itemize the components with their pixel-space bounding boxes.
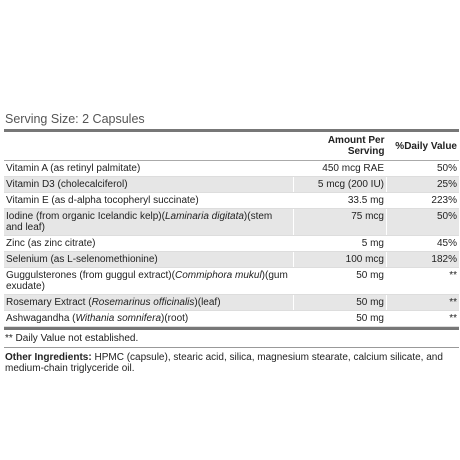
dv-cell: **: [386, 267, 459, 295]
dv-cell: 50%: [386, 160, 459, 177]
name-part: Vitamin E (as d-alpha tocopheryl succina…: [6, 195, 199, 206]
row: Vitamin E (as d-alpha tocopheryl succina…: [4, 192, 459, 209]
name-cell: Iodine (from organic Icelandic kelp)(Lam…: [4, 208, 294, 236]
rule: [4, 129, 459, 132]
row: Selenium (as L-selenomethionine) 100 mcg 1…: [4, 251, 459, 268]
facts-table: Amount Per Serving %Daily Value Vitamin …: [4, 132, 459, 327]
name-part: Selenium (as L-selenomethionine): [6, 254, 158, 265]
name-part: Vitamin D3 (cholecalciferol): [6, 179, 128, 190]
amount-cell: 50 mg: [293, 294, 387, 311]
rule: [4, 327, 459, 330]
dv-cell: 182%: [386, 251, 459, 268]
header-cell: %Daily Value: [386, 132, 459, 161]
name-cell: Vitamin A (as retinyl palmitate): [4, 160, 294, 177]
dv-cell: 223%: [386, 192, 459, 209]
amount-cell: 75 mcg: [293, 208, 387, 236]
name-cell: Rosemary Extract (Rosemarinus officinali…: [4, 294, 294, 311]
name-part: Zinc (as zinc citrate): [6, 238, 96, 249]
name-cell: Selenium (as L-selenomethionine): [4, 251, 294, 268]
name-part: Vitamin A (as retinyl palmitate): [6, 163, 141, 174]
footnote: ** Daily Value not established.: [4, 330, 459, 348]
name-cell: Zinc (as zinc citrate): [4, 235, 294, 252]
header-cell: Amount Per Serving: [293, 132, 387, 161]
row: Ashwagandha (Withania somnifera)(root) 50…: [4, 310, 459, 327]
name-part: )(root): [161, 313, 189, 324]
name-part: Withania somnifera: [75, 313, 162, 324]
name-part: )(stem and leaf): [6, 211, 273, 233]
name-part: Ashwagandha (: [6, 313, 76, 324]
amount-cell: 100 mcg: [293, 251, 387, 268]
name-part: Iodine (from organic Icelandic kelp)(: [6, 211, 165, 222]
other-ingredients: Other Ingredients: HPMC (capsule), stear…: [4, 348, 459, 378]
label: Other Ingredients:: [5, 352, 92, 363]
header-row: Amount Per Serving %Daily Value: [4, 132, 459, 161]
name-cell: Vitamin E (as d-alpha tocopheryl succina…: [4, 192, 294, 209]
dv-cell: 25%: [386, 176, 459, 193]
supplement-facts: Serving Size: 2 Capsules Amount Per Serv…: [4, 112, 459, 378]
dv-cell: 50%: [386, 208, 459, 236]
amount-cell: 33.5 mg: [293, 192, 387, 209]
text: HPMC (capsule), stearic acid, silica, ma…: [5, 352, 443, 374]
amount-cell: 50 mg: [293, 267, 387, 295]
amount-cell: 5 mg: [293, 235, 387, 252]
table-body: Vitamin A (as retinyl palmitate) 450 mcg …: [4, 160, 459, 327]
dv-cell: **: [386, 310, 459, 327]
name-cell: Guggulsterones (from guggul extract)(Com…: [4, 267, 294, 295]
name-part: Laminaria digitata: [164, 211, 244, 222]
name-part: Guggulsterones (from guggul extract)(: [6, 270, 175, 281]
name-cell: Ashwagandha (Withania somnifera)(root): [4, 310, 294, 327]
name-part: )(leaf): [194, 297, 221, 308]
dv-cell: 45%: [386, 235, 459, 252]
row: Rosemary Extract (Rosemarinus officinali…: [4, 294, 459, 311]
row: Vitamin D3 (cholecalciferol) 5 mcg (200 I…: [4, 176, 459, 193]
header-blank: [4, 132, 294, 161]
name-part: Rosemary Extract (: [6, 297, 92, 308]
name-part: )(gum exudate): [6, 270, 288, 292]
row: Zinc (as zinc citrate) 5 mg 45%: [4, 235, 459, 252]
row: Vitamin A (as retinyl palmitate) 450 mcg …: [4, 160, 459, 177]
dv-cell: **: [386, 294, 459, 311]
amount-cell: 50 mg: [293, 310, 387, 327]
row: Iodine (from organic Icelandic kelp)(Lam…: [4, 208, 459, 236]
name-cell: Vitamin D3 (cholecalciferol): [4, 176, 294, 193]
amount-cell: 450 mcg RAE: [293, 160, 387, 177]
name-part: Rosemarinus officinalis: [91, 297, 195, 308]
amount-cell: 5 mcg (200 IU): [293, 176, 387, 193]
serving-size: Serving Size: 2 Capsules: [5, 112, 145, 126]
name-part: Commiphora mukul: [174, 270, 262, 281]
row: Guggulsterones (from guggul extract)(Com…: [4, 267, 459, 295]
